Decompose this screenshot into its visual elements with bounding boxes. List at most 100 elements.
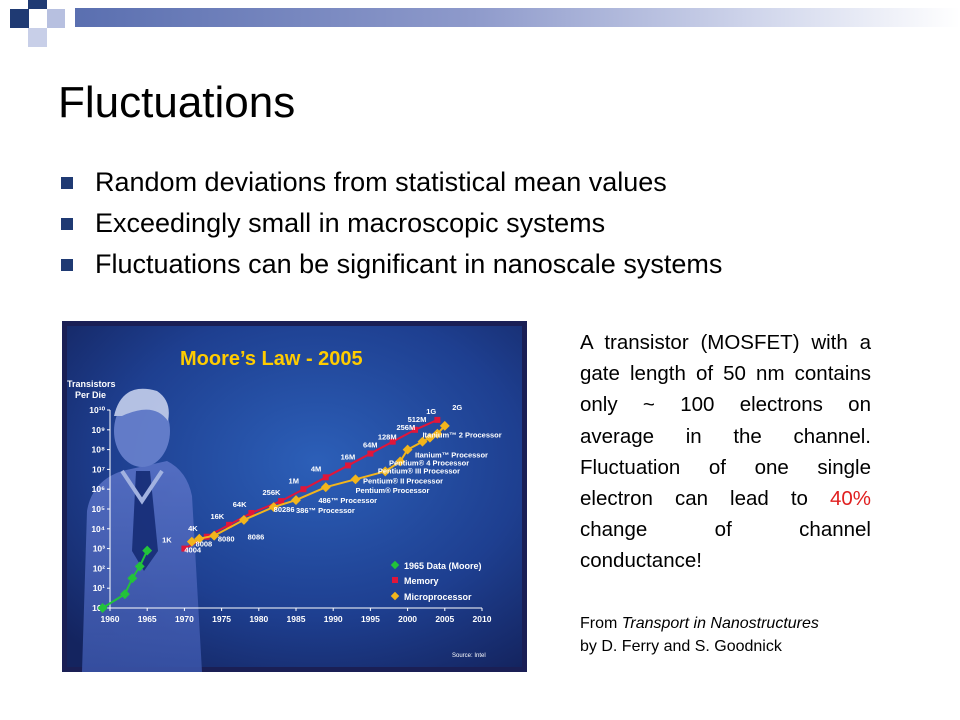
- chart-source: Source: Intel: [452, 653, 486, 659]
- data-point-microprocessor: [268, 502, 279, 512]
- data-point-memory: [367, 450, 374, 457]
- data-point-moore: [119, 589, 130, 600]
- memory-point-label: 128M: [378, 433, 397, 442]
- bullet-item: Random deviations from statistical mean …: [58, 166, 722, 207]
- data-point-microprocessor: [395, 456, 406, 467]
- x-tick-label: 1980: [249, 614, 268, 624]
- data-point-memory: [345, 462, 352, 469]
- bullet-item: Fluctuations can be significant in nanos…: [58, 248, 722, 289]
- bullet-text: Fluctuations can be significant in nanos…: [95, 249, 723, 279]
- data-point-memory: [181, 545, 188, 552]
- y-tick-label: 10⁶: [92, 484, 105, 494]
- memory-point-label: 4K: [188, 524, 198, 533]
- microprocessor-point-label: 386™ Processor: [296, 506, 355, 515]
- bullet-square-icon: [61, 259, 73, 271]
- legend-marker-microprocessor: [390, 591, 400, 601]
- description-before: A transistor (MOSFET) with a gate length…: [580, 331, 871, 511]
- x-tick-label: 1970: [175, 614, 194, 624]
- memory-point-label: 256M: [396, 423, 415, 432]
- decor-square-mid: [10, 9, 29, 28]
- credit-authors: by D. Ferry and S. Goodnick: [580, 638, 782, 655]
- microprocessor-point-label: 80286: [274, 505, 295, 514]
- y-axis-label: Transistors Per Die: [67, 379, 118, 400]
- series-line: [183, 418, 438, 550]
- memory-point-label: 64K: [233, 500, 247, 509]
- microprocessor-point-label: 486™ Processor: [318, 496, 377, 505]
- x-tick-label: 1960: [101, 614, 120, 624]
- y-tick-label: 10⁹: [92, 425, 106, 435]
- x-tick-label: 2010: [473, 614, 492, 624]
- microprocessor-point-label: Pentium® 4 Processor: [389, 458, 469, 467]
- microprocessor-point-label: Pentium® Processor: [356, 486, 430, 495]
- source-credit: From Transport in Nanostructures by D. F…: [580, 612, 819, 658]
- credit-book: Transport in Nanostructures: [621, 615, 819, 632]
- microprocessor-point-label: Pentium® II Processor: [363, 476, 443, 485]
- credit-prefix: From: [580, 615, 622, 632]
- x-tick-label: 1965: [138, 614, 157, 624]
- bullet-text: Exceedingly small in macroscopic systems: [95, 208, 606, 238]
- y-axis-label-line-1: Transistors: [67, 379, 116, 389]
- chart-title: Moore’s Law - 2005: [180, 348, 363, 370]
- y-tick-label: 10⁴: [91, 524, 105, 534]
- bullet-square-icon: [61, 218, 73, 230]
- memory-point-label: 16K: [210, 512, 224, 521]
- microprocessor-point-label: 8086: [248, 533, 265, 542]
- y-tick-label: 10⁵: [92, 504, 105, 514]
- microprocessor-point-label: Pentium® III Processor: [378, 466, 460, 475]
- memory-point-label: 1M: [289, 476, 299, 485]
- x-tick-label: 1975: [212, 614, 231, 624]
- microprocessor-point-label: 8008: [196, 540, 213, 549]
- y-tick-label: 10¹⁰: [89, 405, 105, 415]
- legend-moore: 1965 Data (Moore): [404, 561, 482, 571]
- memory-point-label: 256K: [263, 488, 282, 497]
- x-tick-label: 2000: [398, 614, 417, 624]
- y-axis-label-line-2: Per Die: [75, 390, 106, 400]
- bullet-text: Random deviations from statistical mean …: [95, 167, 667, 197]
- memory-point-label: 4M: [311, 464, 321, 473]
- decor-square-low: [28, 28, 47, 47]
- data-point-microprocessor: [350, 474, 361, 485]
- decor-square-top: [28, 0, 47, 9]
- description-after: change of channel conductance!: [580, 518, 871, 573]
- data-point-memory: [434, 416, 441, 423]
- data-point-memory: [389, 438, 396, 445]
- legend-marker-moore: [390, 560, 400, 570]
- data-point-memory: [226, 521, 233, 528]
- legend-microprocessor: Microprocessor: [404, 592, 472, 602]
- data-point-memory: [322, 474, 329, 481]
- data-point-memory: [278, 498, 285, 505]
- chart-axes: 1960 1965 1970 1975 1980 1985 1990 1995 2000 2005…: [89, 405, 491, 624]
- y-tick-label: 10⁷: [92, 464, 105, 474]
- moores-law-chart: Moore’s Law - 2005 Transistors Per Die 1…: [67, 326, 522, 672]
- memory-point-label: 64M: [363, 441, 378, 450]
- data-point-memory: [248, 509, 255, 516]
- legend-memory: Memory: [404, 576, 439, 586]
- data-point-memory: [412, 426, 419, 433]
- chart-legend: 1965 Data (Moore) Memory Microprocessor: [390, 560, 482, 602]
- legend-marker-memory: [392, 577, 398, 583]
- bullet-square-icon: [61, 177, 73, 189]
- x-tick-label: 1990: [324, 614, 343, 624]
- description-text: A transistor (MOSFET) with a gate length…: [580, 327, 871, 577]
- decor-square-light: [47, 9, 65, 28]
- y-tick-label: 10²: [93, 563, 105, 573]
- x-tick-label: 1995: [361, 614, 380, 624]
- data-point-memory: [300, 486, 307, 493]
- bullet-item: Exceedingly small in macroscopic systems: [58, 207, 722, 248]
- bullet-list: Random deviations from statistical mean …: [58, 166, 722, 289]
- microprocessor-point-label: Itanium™ 2 Processor: [422, 431, 501, 440]
- memory-point-label: 16M: [341, 453, 356, 462]
- header-bar: [75, 8, 960, 27]
- microprocessor-point-label: 4004: [184, 546, 202, 555]
- memory-point-label: 1K: [162, 536, 172, 545]
- microprocessor-point-label: Itanium™ Processor: [415, 451, 488, 460]
- x-tick-label: 2005: [435, 614, 454, 624]
- y-tick-label: 10¹: [93, 583, 105, 593]
- memory-point-label: 512M: [408, 415, 427, 424]
- data-point-moore: [97, 603, 108, 613]
- memory-point-label: 1G: [426, 407, 436, 416]
- y-tick-label: 10³: [93, 544, 105, 554]
- x-tick-label: 1985: [287, 614, 306, 624]
- credit-line-1: From Transport in Nanostructures: [580, 612, 819, 635]
